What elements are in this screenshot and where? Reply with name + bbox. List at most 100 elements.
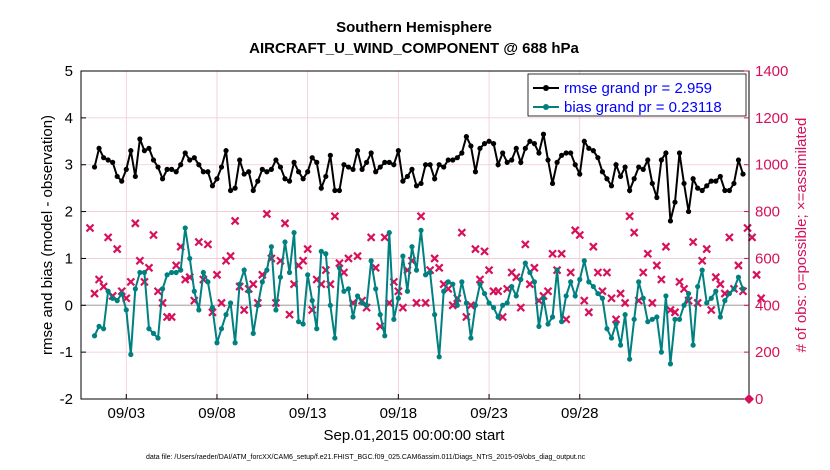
obs-marker bbox=[412, 298, 421, 308]
obs-marker bbox=[747, 233, 757, 242]
bias-point bbox=[645, 319, 651, 325]
rmse-point bbox=[377, 164, 383, 170]
x-tick-label: 09/23 bbox=[470, 405, 508, 422]
obs-marker bbox=[611, 315, 621, 324]
bias-point bbox=[604, 326, 610, 332]
rmse-point bbox=[536, 150, 542, 156]
bias-point bbox=[223, 312, 229, 318]
rmse-point bbox=[649, 180, 655, 187]
rmse-point bbox=[549, 180, 556, 187]
obs-marker bbox=[421, 298, 430, 308]
bias-point bbox=[500, 302, 506, 308]
bias-point bbox=[445, 279, 451, 285]
rmse-point bbox=[268, 166, 274, 172]
bias-point bbox=[146, 326, 152, 332]
bias-point bbox=[354, 293, 361, 299]
rmse-point bbox=[726, 187, 732, 194]
obs-marker bbox=[180, 275, 190, 284]
obs-marker bbox=[212, 270, 222, 280]
bias-point bbox=[649, 316, 655, 322]
right-tick-label: 1000 bbox=[755, 157, 788, 174]
bias-point bbox=[409, 244, 415, 250]
chart-title: Southern Hemisphere bbox=[336, 19, 492, 36]
bias-point bbox=[495, 314, 501, 320]
obs-marker bbox=[716, 279, 725, 289]
obs-marker bbox=[648, 298, 657, 308]
bias-point bbox=[468, 335, 474, 341]
bias-point bbox=[472, 302, 479, 308]
obs-marker bbox=[262, 209, 272, 219]
rmse-point bbox=[713, 178, 719, 184]
rmse-point bbox=[128, 148, 134, 154]
obs-marker bbox=[638, 268, 648, 277]
bias-point bbox=[382, 333, 388, 339]
bias-point bbox=[486, 300, 492, 306]
bias-point bbox=[559, 319, 565, 325]
bias-point bbox=[377, 312, 383, 318]
right-axis-label: # of obs: o=possible; ×=assimilated bbox=[793, 118, 810, 353]
rmse-point bbox=[409, 166, 415, 172]
obs-marker bbox=[498, 312, 507, 322]
bias-point bbox=[159, 286, 166, 292]
rmse-point bbox=[540, 131, 547, 137]
bias-point bbox=[681, 302, 687, 308]
bias-point bbox=[318, 248, 324, 254]
bias-point bbox=[214, 340, 220, 346]
rmse-point bbox=[382, 159, 388, 165]
bias-point bbox=[572, 293, 578, 299]
rmse-point bbox=[173, 169, 179, 175]
bias-point bbox=[246, 288, 252, 294]
bias-point bbox=[617, 342, 624, 348]
obs-marker bbox=[593, 268, 603, 277]
bias-point bbox=[350, 314, 356, 320]
left-tick-label: 3 bbox=[65, 157, 73, 174]
left-tick-label: -1 bbox=[60, 344, 73, 361]
rmse-point bbox=[445, 157, 451, 163]
obs-marker bbox=[230, 216, 240, 226]
left-tick-label: 1 bbox=[65, 250, 73, 267]
bias-point bbox=[622, 312, 628, 318]
bias-point bbox=[250, 330, 256, 336]
bias-point bbox=[237, 281, 243, 287]
rmse-point bbox=[436, 162, 442, 168]
obs-marker bbox=[144, 263, 154, 273]
rmse-point bbox=[350, 166, 356, 172]
bias-point bbox=[373, 286, 379, 292]
bias-point bbox=[713, 288, 719, 294]
left-axis-label: rmse and bias (model - observation) bbox=[39, 115, 56, 355]
rmse-point bbox=[178, 162, 184, 168]
rmse-point bbox=[336, 187, 343, 194]
rmse-point bbox=[364, 159, 370, 165]
bias-point bbox=[627, 356, 633, 362]
rmse-point bbox=[218, 164, 225, 170]
obs-marker bbox=[366, 233, 376, 242]
bias-point bbox=[432, 312, 438, 318]
rmse-point bbox=[368, 150, 374, 156]
rmse-point bbox=[205, 169, 211, 175]
obs-marker bbox=[303, 244, 312, 254]
bias-point bbox=[123, 307, 129, 313]
rmse-point bbox=[327, 152, 333, 158]
rmse-point bbox=[164, 166, 170, 172]
rmse-point bbox=[300, 176, 306, 182]
bias-point bbox=[114, 298, 120, 304]
bias-point bbox=[264, 267, 270, 273]
rmse-point bbox=[504, 159, 510, 165]
bias-point bbox=[531, 279, 538, 285]
bias-point bbox=[599, 295, 606, 301]
bias-point bbox=[119, 290, 125, 297]
legend-rmse-label: rmse grand pr = 2.959 bbox=[564, 80, 712, 97]
obs-marker bbox=[629, 228, 639, 237]
bias-point bbox=[413, 267, 420, 273]
obs-marker bbox=[239, 305, 249, 315]
obs-marker bbox=[661, 242, 671, 251]
rmse-point bbox=[581, 138, 587, 144]
obs-marker bbox=[285, 310, 294, 319]
x-axis-ticks: 09/03 09/08 09/13 09/18 09/23 09/28 bbox=[108, 394, 599, 422]
obs-marker bbox=[353, 251, 362, 261]
bias-point bbox=[182, 225, 188, 231]
rmse-point bbox=[500, 150, 506, 156]
bias-point bbox=[286, 269, 293, 276]
bias-point bbox=[191, 288, 197, 294]
obs-marker bbox=[480, 247, 489, 256]
